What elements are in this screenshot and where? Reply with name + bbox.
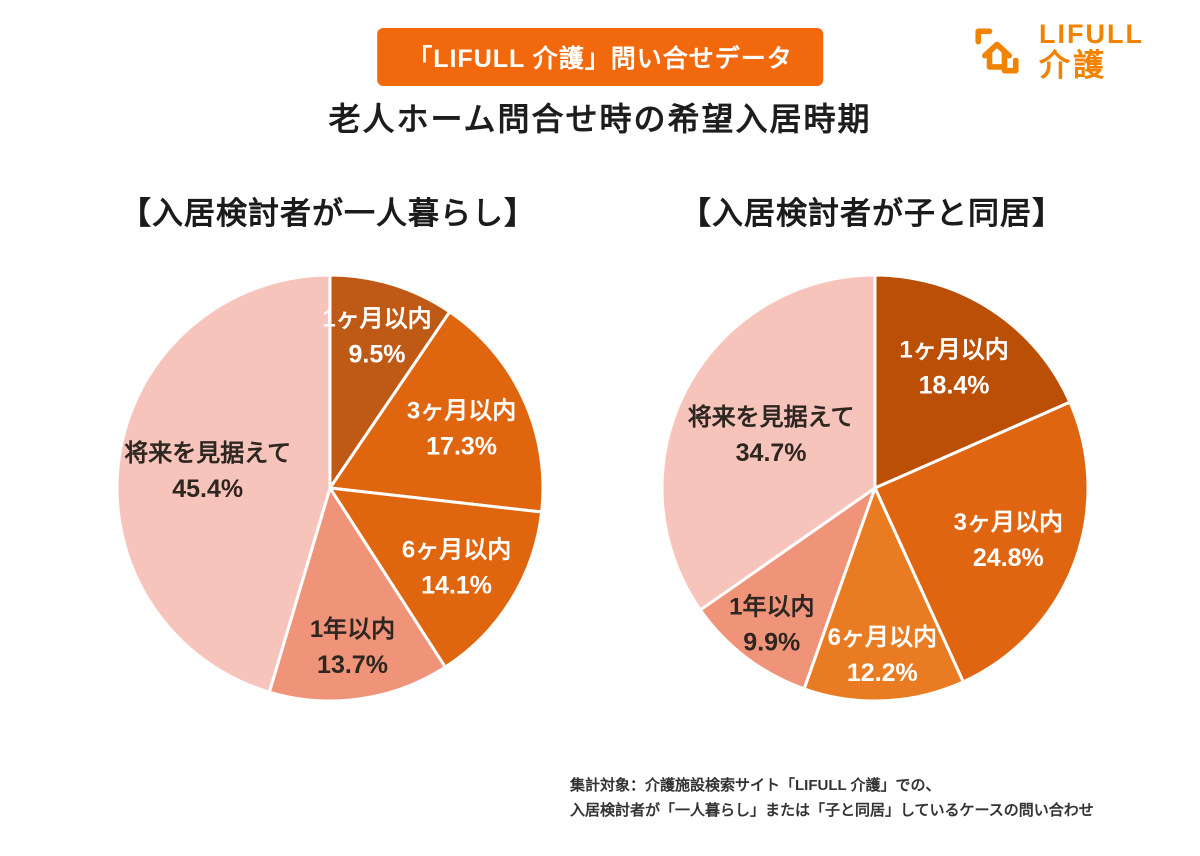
slice-label-3: 1年以内 13.7%	[310, 615, 395, 679]
pie-slice-0	[328, 273, 452, 490]
pie-slices	[115, 273, 545, 703]
logo-brand-text: LIFULL	[1039, 19, 1144, 49]
pie-chart-living-with-children: 1ヶ月以内 18.4% 3ヶ月以内 24.8% 6ヶ月以内 12.2%1年以内 9.9% 将来…	[660, 273, 1090, 703]
pie-slice-1	[328, 310, 545, 514]
pie-slice-4	[660, 273, 877, 612]
slice-label-1: 3ヶ月以内 17.3%	[407, 398, 516, 461]
pie-labels: 1ヶ月以内 18.4% 3ヶ月以内 24.8% 6ヶ月以内 12.2%1年以内 9.9% 将来…	[688, 337, 1063, 687]
pie-slice-3	[698, 486, 877, 691]
source-note-line1: 集計対象：介護施設検索サイト「LIFULL 介護」での、	[570, 777, 941, 794]
page-title: 老人ホーム問合せ時の希望入居時期	[328, 101, 872, 137]
chart-title-living-with-children: 【入居検討者が子と同居】	[680, 196, 1064, 231]
slice-label-4: 将来を見据えて 45.4%	[124, 439, 291, 503]
pie-slice-2	[328, 486, 544, 669]
slice-label-0: 1ヶ月以内 9.5%	[322, 305, 431, 368]
logo-sub-text: 介護	[1039, 48, 1108, 84]
slice-label-0: 1ヶ月以内 18.4%	[899, 337, 1008, 400]
pie-slice-2	[802, 486, 965, 703]
pie-labels: 1ヶ月以内 9.5% 3ヶ月以内 17.3% 6ヶ月以内 14.1%1年以内 13.7% 将来…	[124, 305, 516, 679]
pie-slice-3	[267, 486, 447, 703]
slice-label-3: 1年以内 9.9%	[729, 593, 814, 657]
slice-label-4: 将来を見据えて 34.7%	[688, 403, 855, 467]
pie-chart-living-alone: 1ヶ月以内 9.5% 3ヶ月以内 17.3% 6ヶ月以内 14.1%1年以内 13.7% 将来…	[115, 273, 545, 703]
pie-slice-4	[115, 273, 332, 694]
lifull-logo-text: LIFULL 介護	[1039, 19, 1144, 84]
slice-label-2: 6ヶ月以内 12.2%	[828, 624, 937, 687]
pie-slice-0	[873, 273, 1072, 490]
source-note-line2: 入居検討者が「一人暮らし」または「子と同居」しているケースの問い合わせ	[570, 801, 1094, 819]
lifull-logo: LIFULL 介護	[967, 19, 1144, 84]
chart-title-living-alone: 【入居検討者が一人暮らし】	[120, 196, 536, 231]
lifull-house-icon	[975, 28, 1019, 74]
source-note: 集計対象：介護施設検索サイト「LIFULL 介護」での、 入居検討者が「一人暮ら…	[570, 774, 1094, 824]
slice-label-1: 3ヶ月以内 24.8%	[954, 509, 1063, 572]
pie-slices	[660, 273, 1090, 703]
slice-label-2: 6ヶ月以内 14.1%	[402, 537, 511, 600]
pie-slice-1	[873, 400, 1090, 684]
inquiry-data-badge: 「LIFULL 介護」問い合せデータ	[377, 28, 823, 86]
